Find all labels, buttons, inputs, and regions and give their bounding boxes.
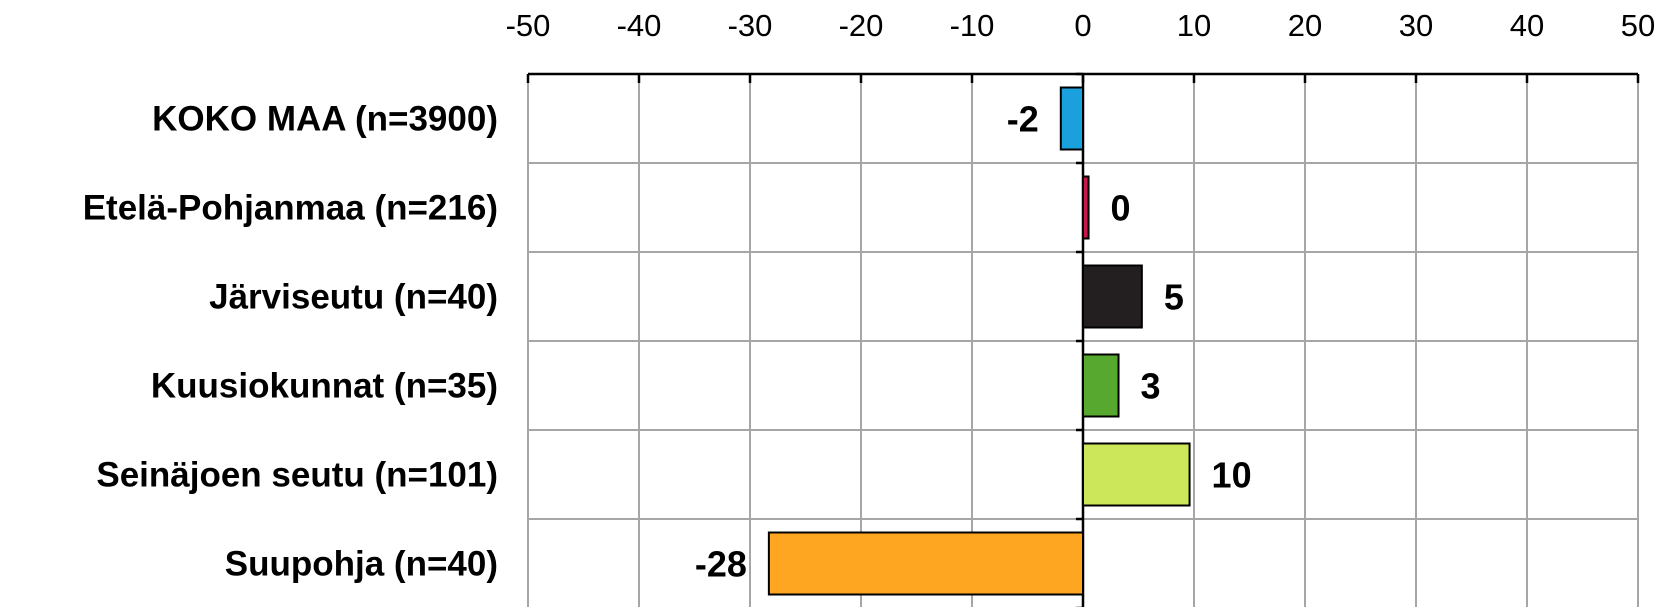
x-tick-label: 30 <box>1399 8 1433 43</box>
data-label: -2 <box>1007 99 1039 140</box>
x-tick-label: 0 <box>1074 8 1091 43</box>
data-label: -28 <box>695 544 747 585</box>
category-label: Järviseutu (n=40) <box>209 278 498 317</box>
category-label: Kuusiokunnat (n=35) <box>151 367 498 406</box>
x-tick-label: 40 <box>1510 8 1544 43</box>
bar-5 <box>1082 442 1191 507</box>
data-label: 10 <box>1212 455 1252 496</box>
data-label: 3 <box>1141 366 1161 407</box>
bar-2 <box>1082 175 1090 240</box>
category-label: KOKO MAA (n=3900) <box>152 100 498 139</box>
bar-1 <box>1059 86 1085 151</box>
category-label: Etelä-Pohjanmaa (n=216) <box>83 189 498 228</box>
category-label: Seinäjoen seutu (n=101) <box>96 456 498 495</box>
x-axis: -50 -40 -30 -20 -10 0 10 20 30 40 50 <box>506 8 1655 607</box>
x-tick-label: 50 <box>1621 8 1655 43</box>
data-label: 0 <box>1111 188 1131 229</box>
bar-4 <box>1082 353 1120 418</box>
x-tick-label: -40 <box>617 8 662 43</box>
category-label: Suupohja (n=40) <box>225 545 498 584</box>
x-tick-label: -50 <box>506 8 551 43</box>
x-tick-label: 10 <box>1177 8 1211 43</box>
bars <box>767 86 1191 596</box>
data-label: 5 <box>1164 277 1184 318</box>
labels: -2 KOKO MAA (n=3900) 0 Etelä-Pohjanmaa (n=2… <box>83 99 1252 585</box>
x-tick-label: -10 <box>950 8 995 43</box>
x-tick-label: -20 <box>839 8 884 43</box>
x-tick-label: 20 <box>1288 8 1322 43</box>
bar-6 <box>767 531 1084 596</box>
x-tick-label: -30 <box>728 8 773 43</box>
bar-3 <box>1082 264 1143 329</box>
